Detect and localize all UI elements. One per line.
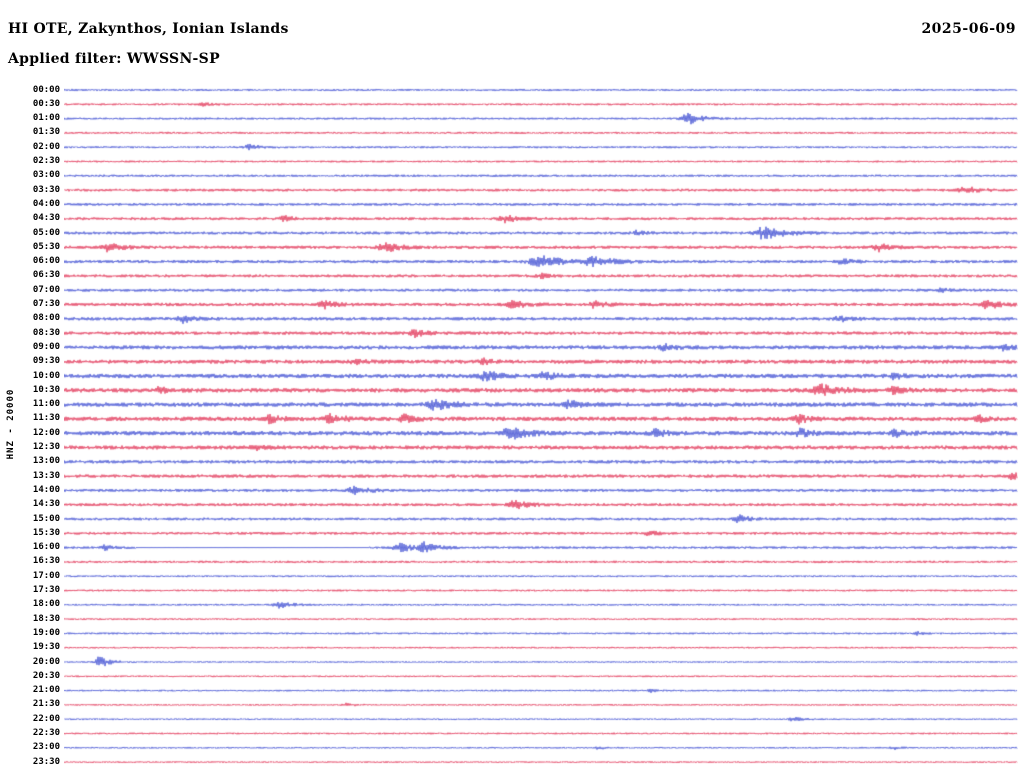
time-label: 09:30 [32,356,60,367]
time-label: 08:30 [32,327,60,338]
time-label: 00:00 [32,84,60,95]
time-label: 21:00 [32,685,60,696]
time-label: 01:30 [32,127,60,138]
time-label: 01:00 [32,113,60,124]
time-label: 06:30 [32,270,60,281]
time-label: 09:00 [32,341,60,352]
time-label: 19:30 [32,642,60,653]
time-label: 10:00 [32,370,60,381]
time-label: 11:30 [32,413,60,424]
time-label: 19:00 [32,627,60,638]
time-label: 12:00 [32,427,60,438]
amplitude-scale-label: HNZ - 20000 [6,388,16,460]
time-label: 14:00 [32,484,60,495]
time-label: 13:30 [32,470,60,481]
time-label: 21:30 [32,699,60,710]
time-label: 13:00 [32,456,60,467]
time-label: 08:00 [32,313,60,324]
time-label: 07:30 [32,299,60,309]
time-label: 07:00 [32,284,60,295]
time-label: 16:30 [32,556,60,567]
time-label: 10:30 [32,384,60,395]
time-label: 02:00 [32,141,60,152]
seismogram-traces [64,80,1018,772]
report-date: 2025-06-09 [921,21,1016,37]
time-label: 22:30 [32,728,60,738]
time-label: 23:30 [32,756,60,767]
filter-label: Applied filter: WWSSN-SP [8,51,220,67]
time-label: 17:00 [32,570,60,581]
time-label: 05:30 [32,241,60,252]
time-label: 18:30 [32,613,60,624]
time-label: 00:30 [32,98,60,109]
time-label: 15:30 [32,527,60,538]
time-label: 14:30 [32,499,60,510]
time-label: 15:00 [32,513,60,524]
time-label: 06:00 [32,256,60,267]
time-label: 12:30 [32,442,60,452]
time-label: 16:00 [32,542,60,553]
time-label: 03:30 [32,184,60,195]
time-label: 05:00 [32,227,60,238]
time-label: 04:30 [32,213,60,224]
time-label: 17:30 [32,585,60,595]
time-label: 20:30 [32,670,60,681]
time-label: 23:00 [32,742,60,753]
time-label: 02:30 [32,156,60,166]
time-label: 18:00 [32,599,60,610]
time-label: 22:00 [32,713,60,724]
time-label: 04:00 [32,198,60,209]
time-label: 11:00 [32,399,60,410]
station-title: HI OTE, Zakynthos, Ionian Islands [8,21,289,37]
time-label: 03:00 [32,170,60,181]
time-label: 20:00 [32,656,60,667]
